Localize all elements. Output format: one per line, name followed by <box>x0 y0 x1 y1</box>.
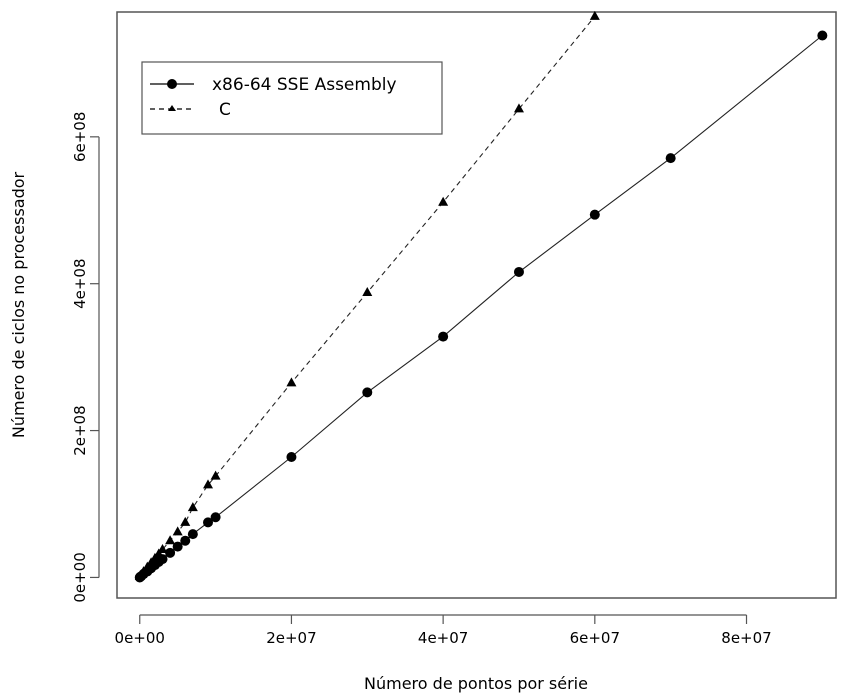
data-point-assembly <box>165 547 176 558</box>
legend-marker-c <box>168 105 176 111</box>
data-point-c <box>157 544 168 554</box>
x-tick-label: 0e+00 <box>115 629 165 647</box>
y-axis-title: Número de ciclos no processador <box>9 171 28 438</box>
legend-marker-assembly <box>167 79 177 89</box>
series-line-1 <box>139 16 596 577</box>
data-point-c <box>438 196 449 206</box>
x-tick-label: 2e+07 <box>266 629 316 647</box>
data-point-c <box>589 10 600 20</box>
plot-frame <box>116 11 837 599</box>
data-point-c <box>187 502 198 512</box>
data-point-assembly <box>513 266 524 277</box>
data-point-assembly <box>180 535 191 546</box>
x-tick-label: 6e+07 <box>570 629 620 647</box>
data-point-c <box>513 103 524 113</box>
y-tick-label: 0e+00 <box>71 552 89 602</box>
data-point-assembly <box>362 387 373 398</box>
data-point-assembly <box>665 153 676 164</box>
data-point-c <box>165 535 176 545</box>
y-tick-label: 6e+08 <box>71 112 89 162</box>
data-point-assembly <box>589 209 600 220</box>
data-point-c <box>203 479 214 489</box>
y-tick-label: 2e+08 <box>71 405 89 455</box>
x-tick-label: 8e+07 <box>721 629 771 647</box>
series-layer <box>134 10 828 583</box>
x-axis-title: Número de pontos por série <box>364 674 588 693</box>
data-point-assembly <box>210 512 221 523</box>
data-point-assembly <box>172 541 183 552</box>
data-point-assembly <box>286 452 297 463</box>
x-tick-label: 4e+07 <box>418 629 468 647</box>
axes-layer: 0e+00 2e+07 4e+07 6e+07 8e+07 0e+00 2e+08 4e+08… <box>71 112 772 647</box>
data-point-assembly <box>817 30 828 41</box>
data-point-assembly <box>203 517 214 528</box>
legend-box <box>141 61 443 135</box>
data-point-assembly <box>187 529 198 540</box>
data-point-c <box>286 377 297 387</box>
data-point-assembly <box>438 331 449 342</box>
data-point-c <box>362 287 373 297</box>
data-point-c <box>210 470 221 480</box>
data-point-c <box>180 516 191 526</box>
legend: x86-64 SSE Assembly C <box>141 61 443 135</box>
legend-label-assembly: x86-64 SSE Assembly <box>212 75 397 95</box>
y-tick-label: 4e+08 <box>71 258 89 308</box>
data-point-c <box>172 526 183 536</box>
legend-label-c: C <box>219 100 231 120</box>
